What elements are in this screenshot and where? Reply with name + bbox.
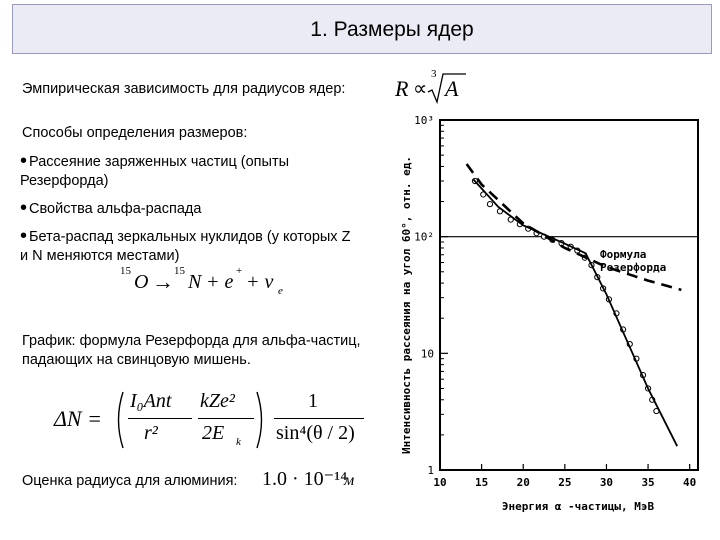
fraction-denominator: sin⁴(θ / 2) <box>276 422 355 444</box>
bullet-icon: • <box>20 225 28 247</box>
empirical-text: Эмпирическая зависимость для радиусов яд… <box>22 81 346 97</box>
fraction-bar <box>274 418 364 419</box>
y-tick-label: 1 <box>427 464 434 477</box>
annotation-label: Формула <box>600 248 646 261</box>
y-axis-label: Интенсивность рассеяния на угол 60°, отн… <box>400 156 413 454</box>
rutherford-dashed-curve <box>465 163 682 292</box>
x-tick-label: 20 <box>517 476 530 489</box>
method-text: Бета-распад зеркальных нуклидов (у котор… <box>29 229 351 245</box>
estimate-unit: м <box>344 472 355 489</box>
method-item: • Рассеяние заряженных частиц (опыты <box>20 150 290 172</box>
data-point <box>486 201 494 208</box>
formula-a: A <box>445 76 459 101</box>
y-tick-label: 10² <box>414 231 434 244</box>
right-paren-icon <box>256 391 263 449</box>
graph-caption-line: падающих на свинцовую мишень. <box>22 352 251 368</box>
x-tick-label: 15 <box>475 476 488 489</box>
method-text-continued: и N меняются местами) <box>20 248 180 264</box>
page-title: 1. Размеры ядер <box>310 18 474 41</box>
formula-root-index: 3 <box>431 68 437 80</box>
fraction-bar <box>128 418 192 419</box>
fraction-numerator: kZe² <box>200 390 235 412</box>
plot-frame <box>439 119 699 471</box>
empirical-formula: R ∝ 3 A <box>393 66 473 106</box>
fit-curve <box>472 178 678 447</box>
x-tick-label: 30 <box>600 476 613 489</box>
estimate-text: Оценка радиуса для алюминия: <box>22 473 238 489</box>
positron: + e <box>206 271 234 293</box>
fraction-denominator: 2E <box>202 422 225 444</box>
methods-heading: Способы определения размеров: <box>22 125 248 141</box>
method-text-continued: Резерфорда) <box>20 173 109 189</box>
bullet-icon: • <box>20 150 28 172</box>
y-tick-label: 10 <box>421 347 434 360</box>
fraction-numerator: I₀Ant <box>130 390 172 412</box>
x-tick-label: 40 <box>683 476 696 489</box>
left-paren-icon <box>117 391 124 449</box>
bullet-icon: • <box>20 197 28 219</box>
beta-decay-reaction: 15 O → 15 N + e + + ν e <box>118 265 308 301</box>
formula-proportional: ∝ <box>413 78 428 100</box>
annotation-label: Резерфорда <box>600 261 666 274</box>
method-item: • Свойства альфа-распада <box>20 197 202 219</box>
method-text: Свойства альфа-распада <box>29 201 202 217</box>
mass-number: 15 <box>120 265 131 277</box>
title-bar: 1. Размеры ядер <box>12 4 712 54</box>
neutrino: + ν <box>246 271 274 293</box>
formula-lhs: ΔN = <box>54 406 102 431</box>
arrow-icon: → <box>152 269 174 294</box>
graph-caption-line: График: формула Резерфорда для альфа-час… <box>22 333 361 349</box>
fraction-bar <box>198 418 254 419</box>
neutrino-subscript: e <box>278 285 283 297</box>
estimate-value: 1.0 · 10⁻¹⁴ <box>262 468 348 490</box>
fraction-denominator: r² <box>144 422 158 444</box>
method-text: Рассеяние заряженных частиц (опыты <box>29 154 290 170</box>
x-tick-label: 10 <box>433 476 446 489</box>
x-tick-label: 35 <box>641 476 654 489</box>
root-sign-icon <box>427 73 466 104</box>
method-item: • Бета-распад зеркальных нуклидов (у кото… <box>20 225 351 247</box>
x-tick-label: 25 <box>558 476 571 489</box>
x-axis-label: Энергия α -частицы, МэВ <box>502 500 655 513</box>
formula-r: R <box>395 76 409 101</box>
nuclide-o: O <box>134 271 149 293</box>
positron-charge: + <box>236 265 243 277</box>
y-tick-label: 10³ <box>414 114 434 127</box>
fraction-numerator: 1 <box>308 390 318 412</box>
mass-number: 15 <box>174 265 185 277</box>
rutherford-formula: ΔN = I₀Ant r² kZe² 2E k 1 sin⁴(θ / 2) <box>52 388 382 458</box>
subscript: k <box>236 436 241 448</box>
nuclide-n: N <box>188 271 202 293</box>
